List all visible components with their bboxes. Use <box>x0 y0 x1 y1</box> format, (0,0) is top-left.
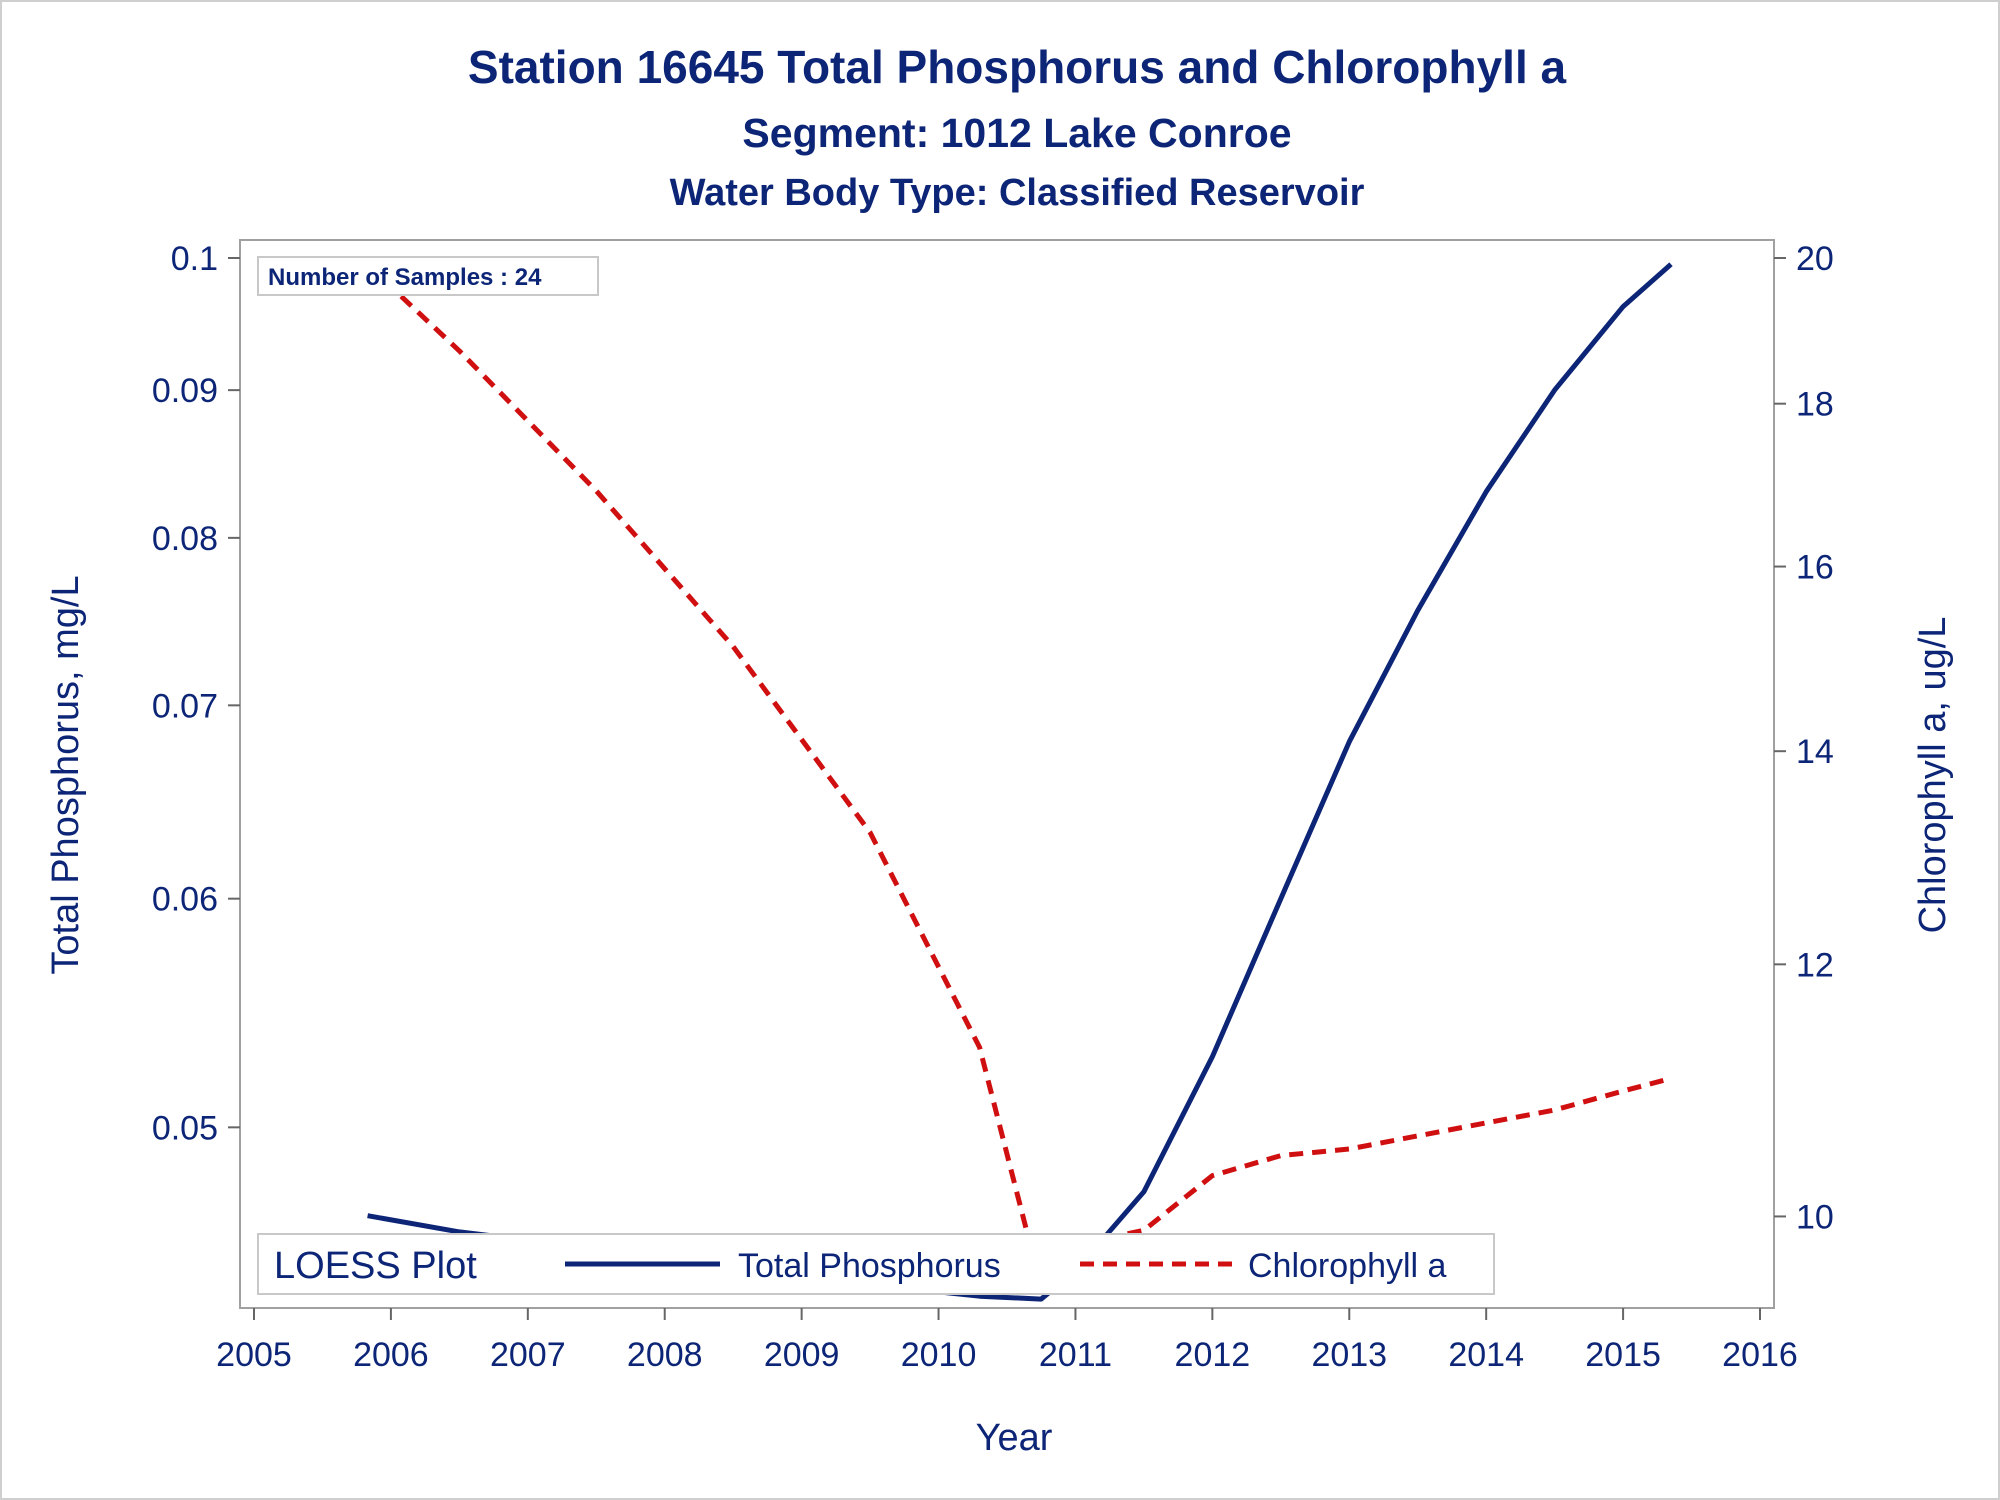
plot-area <box>239 239 1775 1309</box>
legend-title: LOESS Plot <box>274 1245 477 1287</box>
x-tick-label-2008: 2008 <box>627 1336 703 1374</box>
x-tick-label-2016: 2016 <box>1722 1336 1798 1374</box>
y-axis-left-title: Total Phosphorus, mg/L <box>45 575 87 974</box>
x-tick-label-2007: 2007 <box>490 1336 566 1374</box>
y-right-tick-label-16: 16 <box>1796 549 1834 587</box>
legend-label-total-phosphorus: Total Phosphorus <box>738 1247 1001 1285</box>
y-left-tick-label-0.1: 0.1 <box>171 240 218 278</box>
series-layer <box>365 262 1673 1302</box>
series-line-total-phosphorus <box>367 262 1673 1302</box>
legend-label-chlorophyll-a: Chlorophyll a <box>1248 1247 1447 1285</box>
sample-count-annotation: Number of Samples : 24 <box>257 256 599 296</box>
chart-subtitle-2: Water Body Type: Classified Reservoir <box>670 172 1365 214</box>
y-right-tick-label-20: 20 <box>1796 240 1834 278</box>
x-tick-label-2011: 2011 <box>1039 1336 1112 1374</box>
x-axis-title: Year <box>976 1417 1053 1459</box>
x-tick-label-2005: 2005 <box>216 1336 292 1374</box>
y-left-tick-label-0.08: 0.08 <box>152 520 218 558</box>
x-tick-label-2006: 2006 <box>353 1336 429 1374</box>
y-right-tick-label-14: 14 <box>1796 733 1834 771</box>
y-left-tick-label-0.09: 0.09 <box>152 372 218 410</box>
y-axis-right: 20 18 16 14 12 10 <box>1774 240 1834 1236</box>
y-right-tick-label-10: 10 <box>1796 1198 1834 1236</box>
x-tick-label-2009: 2009 <box>764 1336 840 1374</box>
legend-box <box>257 1233 1495 1295</box>
chart-subtitle: Segment: 1012 Lake Conroe <box>742 110 1291 156</box>
annotation-box <box>257 256 599 296</box>
y-right-tick-label-18: 18 <box>1796 386 1834 424</box>
x-tick-label-2010: 2010 <box>901 1336 977 1374</box>
y-left-tick-label-0.05: 0.05 <box>152 1109 218 1147</box>
x-axis: 2005 2006 2007 2008 2009 2010 2011 2012 2013 2014… <box>216 1308 1798 1374</box>
annotation-text: Number of Samples : 24 <box>268 264 542 291</box>
y-axis-left: 0.1 0.09 0.08 0.07 0.06 0.05 <box>152 240 240 1147</box>
series-line-chlorophyll-a <box>365 263 1672 1290</box>
y-left-tick-label-0.06: 0.06 <box>152 881 218 919</box>
y-axis-right-title: Chlorophyll a, ug/L <box>1912 617 1954 934</box>
x-tick-label-2014: 2014 <box>1448 1336 1524 1374</box>
x-tick-label-2015: 2015 <box>1585 1336 1661 1374</box>
y-left-tick-label-0.07: 0.07 <box>152 687 218 725</box>
chart-title: Station 16645 Total Phosphorus and Chlor… <box>468 41 1567 93</box>
legend: LOESS Plot Total Phosphorus Chlorophyll … <box>257 1233 1495 1295</box>
x-tick-label-2012: 2012 <box>1175 1336 1251 1374</box>
y-right-tick-label-12: 12 <box>1796 946 1834 984</box>
x-tick-label-2013: 2013 <box>1311 1336 1387 1374</box>
